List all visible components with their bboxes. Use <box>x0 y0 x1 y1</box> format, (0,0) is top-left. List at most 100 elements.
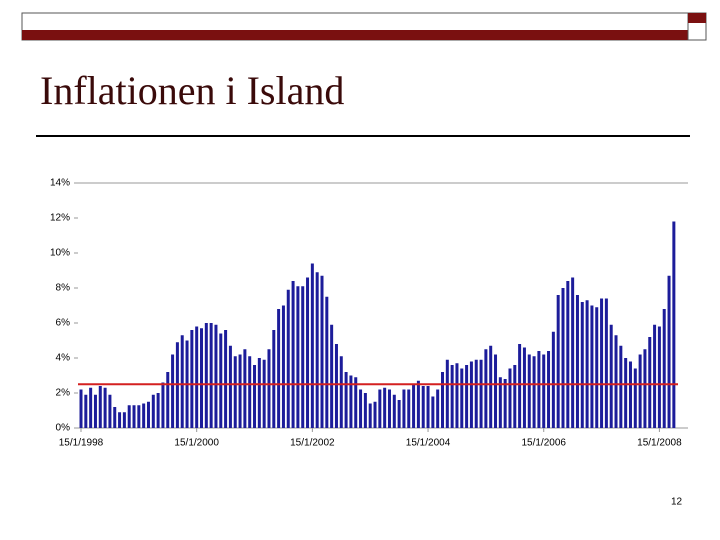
bar <box>489 345 493 428</box>
bar <box>257 358 261 428</box>
x-tick-label: 15/1/2004 <box>406 438 451 449</box>
bar <box>310 263 314 428</box>
bar <box>633 368 637 428</box>
bar <box>180 335 184 428</box>
bar <box>306 277 310 428</box>
bar <box>253 365 257 428</box>
bar <box>334 344 338 428</box>
bar <box>315 272 319 428</box>
bar <box>571 277 575 428</box>
bar <box>190 330 194 428</box>
bar <box>272 330 276 428</box>
bar <box>156 393 160 428</box>
bar <box>604 298 608 428</box>
bar <box>291 281 295 428</box>
x-tick-label: 15/1/1998 <box>59 438 104 449</box>
bar <box>537 351 541 428</box>
bar <box>267 349 271 428</box>
bar <box>383 387 387 428</box>
bar <box>624 358 628 428</box>
bar <box>359 389 363 428</box>
y-tick-label: 8% <box>56 283 71 294</box>
y-tick-label: 2% <box>56 388 71 399</box>
bar <box>575 295 579 428</box>
header-band <box>22 30 706 40</box>
bar <box>407 389 411 428</box>
bar <box>108 394 112 428</box>
x-tick-label: 15/1/2008 <box>637 438 682 449</box>
bar <box>614 335 618 428</box>
bar <box>127 405 131 428</box>
y-tick-label: 14% <box>50 178 70 189</box>
bar <box>643 349 647 428</box>
bar <box>657 326 661 428</box>
page-number: 12 <box>671 497 683 508</box>
bar <box>609 324 613 428</box>
bar <box>378 389 382 428</box>
bar <box>137 405 141 428</box>
bar <box>508 368 512 428</box>
header-box-band <box>688 13 706 23</box>
bar <box>672 221 676 428</box>
y-tick-label: 6% <box>56 318 71 329</box>
bar <box>455 363 459 428</box>
bar <box>166 372 170 428</box>
bar <box>445 359 449 428</box>
bar <box>397 400 401 428</box>
bar <box>209 323 213 428</box>
bar <box>233 356 237 428</box>
bar <box>224 330 228 428</box>
bar <box>628 361 632 428</box>
bar <box>465 365 469 428</box>
bar <box>551 331 555 428</box>
bar <box>151 394 155 428</box>
y-tick-label: 12% <box>50 213 70 224</box>
bar <box>662 309 666 428</box>
bar <box>474 359 478 428</box>
bar <box>325 296 329 428</box>
bar <box>349 375 353 428</box>
bar <box>580 302 584 428</box>
bar <box>387 389 391 428</box>
bar <box>484 349 488 428</box>
slide-title: Inflationen i Island <box>40 68 344 113</box>
bar <box>426 386 430 428</box>
bar <box>354 377 358 428</box>
bar <box>248 356 252 428</box>
bar <box>547 351 551 428</box>
bar <box>527 354 531 428</box>
bar <box>590 305 594 428</box>
bar <box>595 307 599 428</box>
bar <box>113 407 117 428</box>
bar <box>469 361 473 428</box>
bar <box>518 344 522 428</box>
bar <box>667 275 671 428</box>
bar <box>228 345 232 428</box>
bar <box>373 401 377 428</box>
bar <box>619 345 623 428</box>
x-tick-label: 15/1/2006 <box>521 438 566 449</box>
bar <box>556 295 560 428</box>
bar <box>585 300 589 428</box>
bar <box>522 347 526 428</box>
bar <box>171 354 175 428</box>
bar <box>277 309 281 428</box>
bar <box>648 337 652 428</box>
bar <box>402 389 406 428</box>
bar <box>286 289 290 428</box>
bar <box>320 275 324 428</box>
bar <box>98 386 102 428</box>
bar <box>416 380 420 428</box>
bar <box>363 393 367 428</box>
bar <box>204 323 208 428</box>
bar <box>103 387 107 428</box>
bar <box>339 356 343 428</box>
bar <box>132 405 136 428</box>
bar <box>301 286 305 428</box>
bar <box>79 389 83 428</box>
bar <box>494 354 498 428</box>
bar <box>214 324 218 428</box>
bar <box>436 389 440 428</box>
bar <box>238 354 242 428</box>
